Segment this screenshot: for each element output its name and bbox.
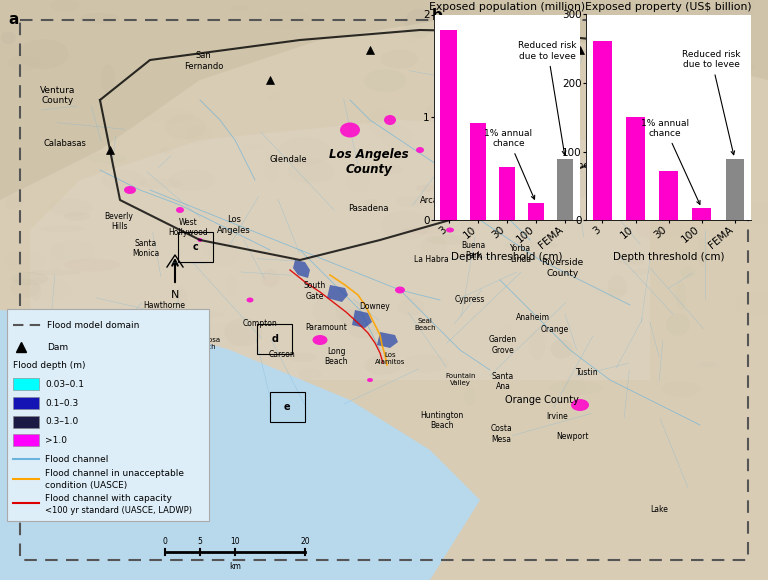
Bar [660, 171, 677, 220]
Text: Carson: Carson [269, 350, 295, 360]
Ellipse shape [384, 115, 396, 125]
Text: Cypress: Cypress [455, 295, 485, 305]
Ellipse shape [367, 378, 373, 382]
Text: >1.0: >1.0 [45, 436, 67, 445]
Text: Reduced risk
due to levee: Reduced risk due to levee [518, 41, 577, 155]
Ellipse shape [196, 311, 225, 317]
Text: Costa
Mesa: Costa Mesa [491, 424, 512, 444]
Text: N: N [170, 290, 179, 300]
Text: b: b [432, 8, 443, 23]
Ellipse shape [661, 381, 700, 397]
Ellipse shape [262, 269, 280, 287]
X-axis label: Depth threshold (cm): Depth threshold (cm) [613, 252, 724, 262]
Text: c: c [192, 241, 198, 252]
Ellipse shape [499, 154, 528, 182]
Ellipse shape [64, 259, 121, 271]
Text: Flood depth (m): Flood depth (m) [13, 361, 85, 370]
Text: e: e [284, 402, 290, 412]
Bar [13, 434, 39, 447]
Ellipse shape [12, 272, 48, 285]
Ellipse shape [563, 374, 585, 397]
Bar [726, 158, 743, 220]
Ellipse shape [588, 204, 647, 219]
Ellipse shape [436, 0, 470, 22]
Ellipse shape [124, 186, 136, 194]
Text: Tustin: Tustin [576, 368, 599, 377]
Text: La Habra: La Habra [414, 255, 449, 264]
Ellipse shape [48, 327, 68, 340]
Bar [627, 117, 644, 220]
Text: Flood channel: Flood channel [45, 455, 108, 463]
Ellipse shape [1, 31, 15, 44]
Text: 10: 10 [230, 537, 240, 546]
Ellipse shape [348, 323, 379, 338]
Ellipse shape [225, 276, 237, 296]
Text: Long
Beach: Long Beach [325, 347, 348, 367]
Text: Seal
Beach: Seal Beach [414, 318, 435, 331]
Ellipse shape [401, 226, 456, 234]
Ellipse shape [31, 284, 41, 301]
Bar [470, 122, 485, 220]
Text: 0: 0 [163, 537, 167, 546]
Polygon shape [0, 0, 768, 200]
Text: Newport: Newport [556, 432, 588, 441]
Ellipse shape [64, 212, 90, 220]
Ellipse shape [401, 19, 423, 42]
Text: 0.1–0.3: 0.1–0.3 [45, 398, 78, 408]
Polygon shape [377, 332, 398, 348]
Polygon shape [352, 310, 372, 328]
Ellipse shape [79, 13, 119, 24]
Ellipse shape [415, 184, 438, 192]
FancyBboxPatch shape [7, 309, 209, 521]
Ellipse shape [405, 9, 434, 38]
Text: 20: 20 [300, 537, 310, 546]
Ellipse shape [446, 227, 454, 233]
Ellipse shape [403, 354, 449, 373]
Polygon shape [0, 310, 480, 580]
Ellipse shape [339, 309, 368, 327]
Text: Riverside
County: Riverside County [541, 258, 584, 278]
Text: Anaheim: Anaheim [516, 313, 550, 322]
Ellipse shape [197, 238, 203, 242]
Polygon shape [327, 285, 348, 302]
Text: Dam: Dam [47, 343, 68, 351]
Title: Exposed population (million): Exposed population (million) [429, 2, 585, 12]
Text: San
Bernardino
County: San Bernardino County [540, 150, 589, 180]
Text: Orange County: Orange County [505, 395, 578, 405]
Ellipse shape [364, 70, 406, 92]
Bar [13, 397, 39, 409]
Ellipse shape [364, 356, 401, 375]
Ellipse shape [571, 399, 589, 411]
Ellipse shape [40, 226, 84, 232]
Text: d: d [271, 334, 279, 345]
Ellipse shape [186, 126, 211, 144]
Text: Huntington
Beach: Huntington Beach [420, 411, 463, 430]
Text: 1% annual
chance: 1% annual chance [641, 119, 700, 204]
Ellipse shape [290, 353, 316, 362]
Ellipse shape [159, 148, 173, 154]
Text: Flood model domain: Flood model domain [47, 321, 139, 329]
Ellipse shape [158, 339, 169, 352]
Text: Manhattan
Beach: Manhattan Beach [146, 338, 184, 350]
Ellipse shape [529, 330, 545, 359]
Bar [594, 41, 611, 220]
Text: a: a [8, 12, 18, 27]
Ellipse shape [427, 235, 472, 245]
Text: Los
Angeles: Los Angeles [217, 215, 251, 235]
Ellipse shape [654, 186, 714, 193]
Text: Downey: Downey [359, 302, 390, 311]
Ellipse shape [5, 251, 46, 273]
Ellipse shape [617, 259, 645, 265]
Ellipse shape [381, 50, 419, 68]
Text: Glendale: Glendale [270, 155, 306, 164]
Polygon shape [30, 120, 650, 380]
Ellipse shape [313, 335, 327, 345]
Ellipse shape [28, 270, 81, 275]
Ellipse shape [62, 381, 104, 394]
Text: <100 yr standard (UASCE, LADWP): <100 yr standard (UASCE, LADWP) [45, 506, 192, 514]
Text: Irvine: Irvine [546, 412, 568, 421]
Text: Lake: Lake [650, 505, 668, 514]
Text: 0.3–1.0: 0.3–1.0 [45, 417, 78, 426]
Ellipse shape [88, 153, 125, 164]
